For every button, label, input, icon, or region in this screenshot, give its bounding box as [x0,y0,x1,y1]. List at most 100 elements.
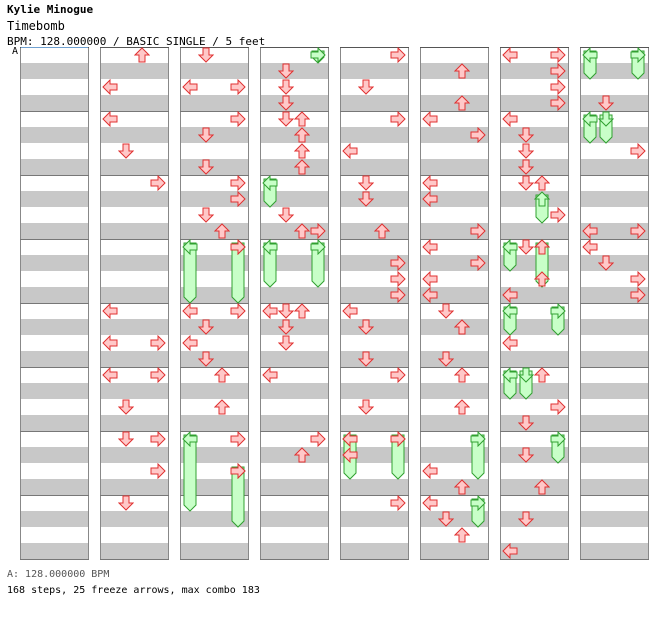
arrow-up-icon [294,447,310,463]
measure-line [20,559,89,560]
measure-line [100,175,169,176]
measure-line [100,239,169,240]
arrow-up-icon [294,111,310,127]
freeze-arrow-right [550,303,566,337]
arrow-left-icon [502,335,518,351]
arrow-up-icon [294,159,310,175]
arrow-down-icon [518,511,534,527]
measure-line [500,367,569,368]
measure-line [180,367,249,368]
arrow-left-icon [502,111,518,127]
measure-line [340,239,409,240]
freeze-arrow-right [630,47,646,81]
freeze-arrow-down [598,111,614,145]
arrow-right-icon [230,79,246,95]
arrow-right-icon [390,271,406,287]
measure-line [340,559,409,560]
measure-line [500,175,569,176]
freeze-arrow-left [182,239,198,305]
arrow-down-icon [358,175,374,191]
measure-line [260,175,329,176]
measure-line [580,559,649,560]
arrow-left-icon [582,239,598,255]
freeze-arrow-left [262,175,278,209]
measure-line [100,303,169,304]
measure-line [580,495,649,496]
arrow-down-icon [198,351,214,367]
arrow-left-icon [502,47,518,63]
measure-line [260,559,329,560]
chart-stats: 168 steps, 25 freeze arrows, max combo 1… [7,585,260,596]
measure-line [20,431,89,432]
measure-line [580,47,649,48]
arrow-down-icon [278,319,294,335]
arrow-right-icon [390,255,406,271]
measure-line [580,175,649,176]
arrow-left-icon [422,271,438,287]
arrow-left-icon [342,431,358,447]
arrow-left-icon [502,287,518,303]
arrow-right-icon [470,255,486,271]
arrow-left-icon [102,111,118,127]
measure-line [100,367,169,368]
measure-line [420,175,489,176]
measure-line [20,303,89,304]
arrow-up-icon [214,367,230,383]
measure-line [420,47,489,48]
measure-line [500,47,569,48]
freeze-arrow-right [310,47,326,65]
measure-line [340,303,409,304]
arrow-up-icon [134,47,150,63]
arrow-down-icon [198,127,214,143]
measure-line [20,495,89,496]
arrow-down-icon [518,159,534,175]
measure-line [340,175,409,176]
arrow-left-icon [422,287,438,303]
measure-line [580,431,649,432]
arrow-right-icon [630,271,646,287]
measure-line [20,175,89,176]
freeze-arrow-left [582,47,598,81]
arrow-up-icon [454,479,470,495]
arrow-right-icon [150,367,166,383]
measure-line [100,495,169,496]
arrow-down-icon [438,351,454,367]
arrow-up-icon [534,239,550,255]
arrow-right-icon [230,303,246,319]
arrow-right-icon [470,127,486,143]
chart-info: BPM: 128.000000 / BASIC SINGLE / 5 feet [7,35,266,48]
arrow-right-icon [230,431,246,447]
arrow-up-icon [534,479,550,495]
measure-line [180,175,249,176]
arrow-down-icon [278,303,294,319]
measure-line [180,239,249,240]
measure-line [500,239,569,240]
measure-line [180,303,249,304]
arrow-left-icon [182,303,198,319]
arrow-right-icon [230,175,246,191]
measure-line [580,239,649,240]
arrow-down-icon [518,239,534,255]
freeze-arrow-right [470,495,486,529]
arrow-up-icon [534,367,550,383]
arrow-left-icon [422,495,438,511]
bpm-marker-line [21,47,88,48]
measure-line [100,111,169,112]
arrow-right-icon [310,431,326,447]
arrow-left-icon [102,303,118,319]
arrow-up-icon [534,175,550,191]
measure-line [180,431,249,432]
measure-line [100,47,169,48]
freeze-arrow-left [582,111,598,145]
arrow-left-icon [102,335,118,351]
arrow-down-icon [118,399,134,415]
arrow-right-icon [390,47,406,63]
freeze-arrow-left [262,239,278,289]
measure-line [260,111,329,112]
measure-line [580,303,649,304]
arrow-left-icon [422,175,438,191]
arrow-up-icon [454,399,470,415]
arrow-right-icon [230,191,246,207]
arrow-right-icon [150,175,166,191]
